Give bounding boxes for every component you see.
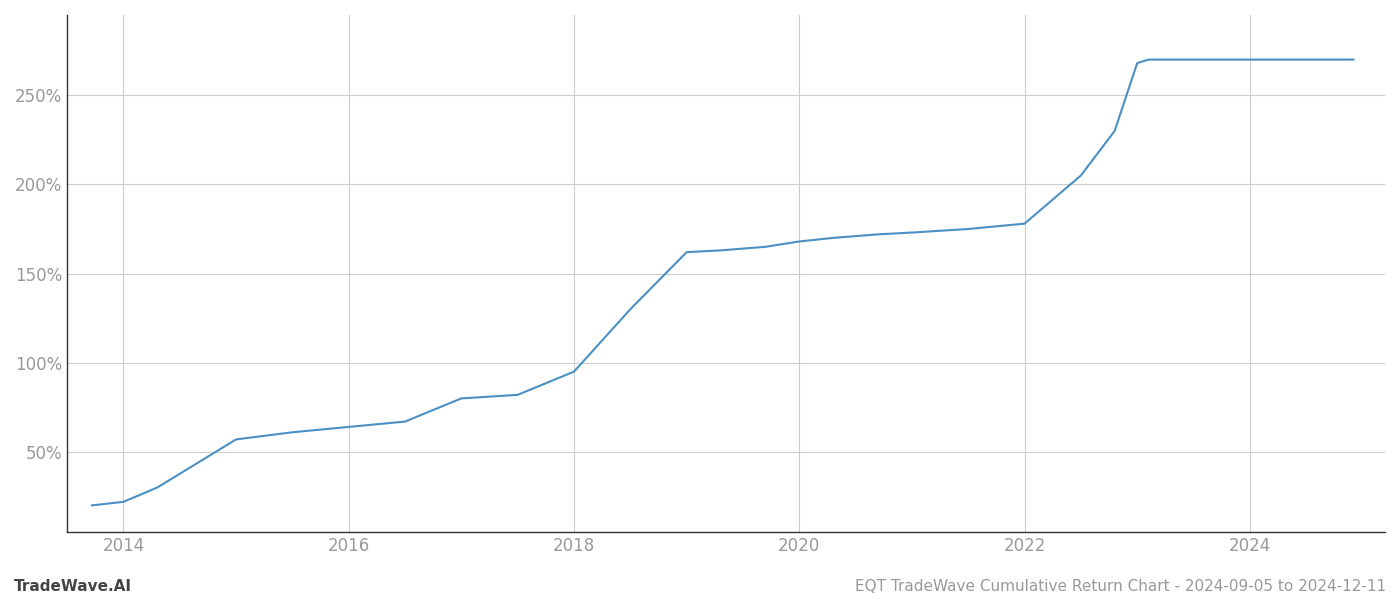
Text: EQT TradeWave Cumulative Return Chart - 2024-09-05 to 2024-12-11: EQT TradeWave Cumulative Return Chart - … — [855, 579, 1386, 594]
Text: TradeWave.AI: TradeWave.AI — [14, 579, 132, 594]
